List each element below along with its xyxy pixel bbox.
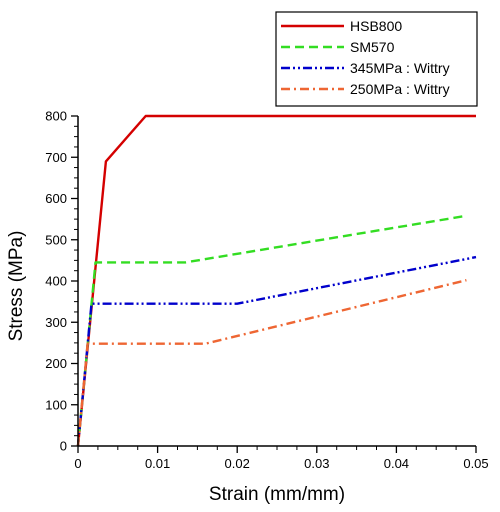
y-tick-label: 500 <box>45 232 67 247</box>
x-tick-label: 0.05 <box>463 456 488 471</box>
x-axis-title: Strain (mm/mm) <box>209 484 345 505</box>
y-tick-label: 800 <box>45 109 67 124</box>
x-tick-label: 0.02 <box>225 456 250 471</box>
legend-label-3: 250MPa : Wittry <box>350 81 450 97</box>
legend: HSB800 SM570 345MPa : Wittry 250MPa : Wittr… <box>275 11 478 107</box>
y-tick-label: 300 <box>45 315 67 330</box>
series-line-1 <box>76 214 467 447</box>
legend-box <box>275 11 478 107</box>
y-axis-title: Stress (MPa) <box>6 231 27 342</box>
x-tick-label: 0 <box>74 456 81 471</box>
legend-label-2: 345MPa : Wittry <box>350 60 450 76</box>
y-tick-label: 200 <box>45 356 67 371</box>
series-line-3 <box>76 279 467 447</box>
y-tick-label: 600 <box>45 191 67 206</box>
y-tick-label: 0 <box>60 439 67 454</box>
x-tick-label: 0.01 <box>145 456 170 471</box>
legend-label-1: SM570 <box>350 39 395 55</box>
x-tick-label: 0.04 <box>384 456 409 471</box>
series-line-2 <box>76 255 477 447</box>
y-tick-label: 100 <box>45 397 67 412</box>
x-tick-label: 0.03 <box>304 456 329 471</box>
y-tick-label: 700 <box>45 150 67 165</box>
legend-label-0: HSB800 <box>350 18 402 34</box>
axes: 0 100 200 300 400 500 600 700 800 0 0.01 0.02 0.03 0.… <box>6 109 489 506</box>
y-tick-label: 400 <box>45 274 67 289</box>
series-line-0 <box>76 114 476 447</box>
plot-area <box>76 114 477 447</box>
